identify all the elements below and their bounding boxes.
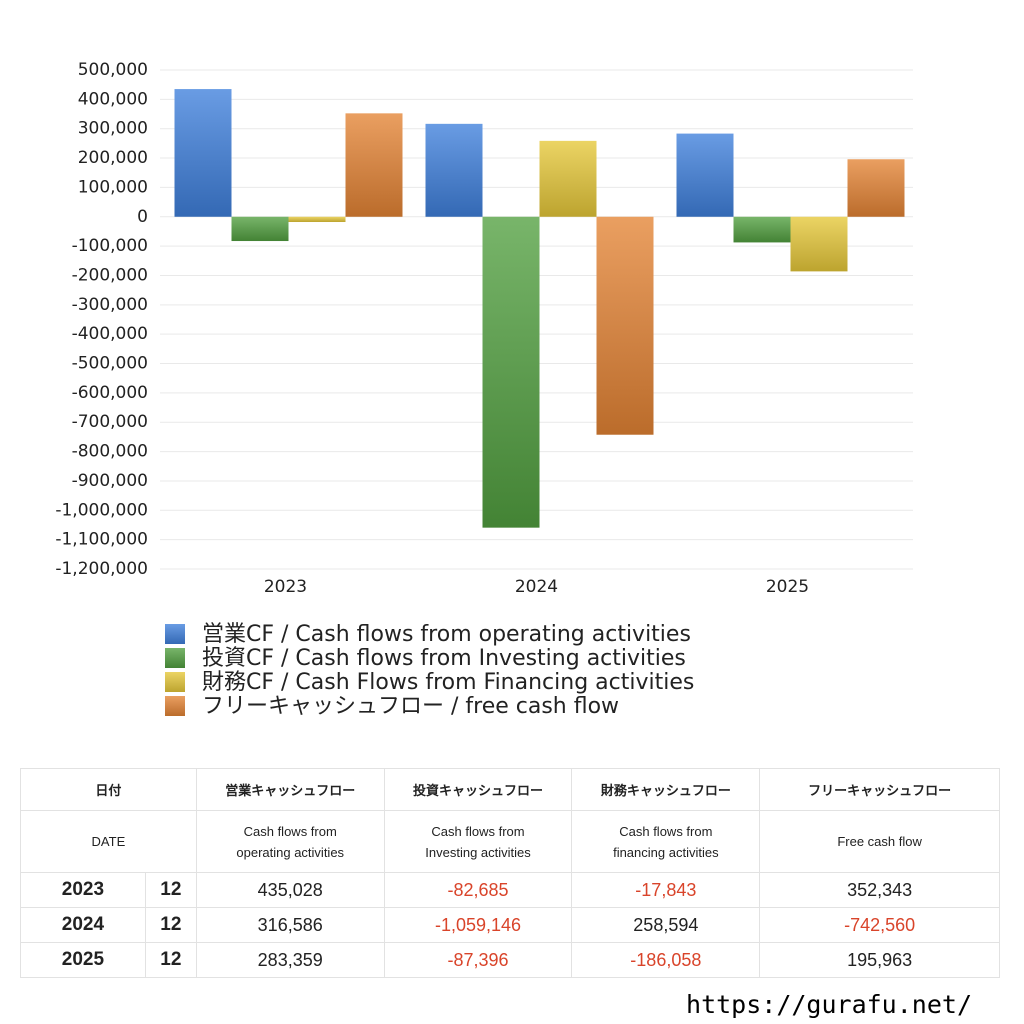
bar bbox=[539, 140, 597, 217]
data-cell: 2025 bbox=[20, 942, 146, 978]
data-cell: 316,586 bbox=[195, 907, 385, 943]
header-cell: 財務キャッシュフロー bbox=[571, 768, 761, 811]
bar bbox=[345, 113, 403, 217]
y-tick-label: -100,000 bbox=[72, 236, 148, 256]
bar bbox=[847, 159, 905, 217]
legend-label: 営業CF / Cash flows from operating activit… bbox=[202, 622, 691, 647]
data-cell: 352,343 bbox=[759, 872, 1000, 908]
data-cell: 12 bbox=[144, 907, 197, 943]
y-tick-label: -200,000 bbox=[72, 265, 148, 285]
header-line: financing activities bbox=[613, 844, 719, 860]
x-tick-label: 2024 bbox=[515, 577, 558, 597]
data-cell: -82,685 bbox=[383, 872, 573, 908]
y-tick-label: 100,000 bbox=[78, 177, 148, 197]
bar bbox=[596, 216, 654, 435]
header-cell: 投資キャッシュフロー bbox=[383, 768, 573, 811]
chart: 500,000 400,000 300,000 200,000 100,000 0 -100… bbox=[55, 60, 913, 719]
data-cell: -1,059,146 bbox=[383, 907, 573, 943]
bar bbox=[288, 216, 346, 223]
y-tick-label: -300,000 bbox=[72, 295, 148, 315]
y-tick-label: -400,000 bbox=[72, 324, 148, 344]
legend-swatch bbox=[165, 696, 185, 716]
y-tick-label: -800,000 bbox=[72, 442, 148, 462]
bar bbox=[231, 216, 289, 242]
data-cell: 2024 bbox=[20, 907, 146, 943]
header-line: Cash flows from bbox=[619, 823, 713, 839]
data-row: 2023 12 435,028 -82,685 -17,843 352,343 bbox=[20, 872, 1000, 908]
data-table: 日付 営業キャッシュフロー 投資キャッシュフロー 財務キャッシュフロー フリーキャッシュ… bbox=[20, 768, 1000, 978]
data-cell: -87,396 bbox=[383, 942, 573, 978]
data-cell: -742,560 bbox=[759, 907, 1000, 943]
y-tick-label: 400,000 bbox=[78, 89, 148, 109]
header-cell: Cash flows from Investing activities bbox=[383, 810, 573, 873]
bar bbox=[676, 133, 734, 217]
legend-swatch bbox=[165, 624, 185, 644]
header-cell: DATE bbox=[20, 810, 197, 873]
header-line: Cash flows from bbox=[243, 823, 337, 839]
y-tick-label: -1,000,000 bbox=[55, 500, 148, 520]
header-cell: 日付 bbox=[20, 768, 197, 811]
header-row: 日付 営業キャッシュフロー 投資キャッシュフロー 財務キャッシュフロー フリーキャッシュ… bbox=[20, 768, 1000, 811]
header-row: DATE Cash flows from operating activities C… bbox=[20, 810, 1000, 873]
data-cell: 283,359 bbox=[195, 942, 385, 978]
header-cell: フリーキャッシュフロー bbox=[759, 768, 1000, 811]
data-cell: 12 bbox=[144, 872, 197, 908]
data-row: 2025 12 283,359 -87,396 -186,058 195,963 bbox=[20, 942, 1000, 978]
data-cell: 258,594 bbox=[571, 907, 761, 943]
legend-label: 投資CF / Cash flows from Investing activit… bbox=[202, 646, 686, 671]
header-line: Investing activities bbox=[425, 844, 531, 860]
y-tick-label: -600,000 bbox=[72, 383, 148, 403]
data-cell: 12 bbox=[144, 942, 197, 978]
y-tick-label: -1,200,000 bbox=[55, 559, 148, 579]
header-line: Cash flows from bbox=[431, 823, 525, 839]
bar bbox=[790, 216, 848, 272]
y-tick-label: 0 bbox=[137, 207, 148, 227]
legend-label: フリーキャッシュフロー / free cash flow bbox=[202, 694, 619, 719]
header-cell: 営業キャッシュフロー bbox=[195, 768, 385, 811]
bar bbox=[425, 123, 483, 217]
y-tick-label: 200,000 bbox=[78, 148, 148, 168]
legend-swatch bbox=[165, 648, 185, 668]
y-tick-label: -700,000 bbox=[72, 412, 148, 432]
header-cell: Cash flows from financing activities bbox=[571, 810, 761, 873]
x-tick-label: 2023 bbox=[264, 577, 307, 597]
header-cell: Free cash flow bbox=[759, 810, 1000, 873]
legend-swatch bbox=[165, 672, 185, 692]
data-cell: 2023 bbox=[20, 872, 146, 908]
x-tick-label: 2025 bbox=[766, 577, 809, 597]
bar bbox=[482, 216, 540, 528]
bar bbox=[733, 216, 791, 243]
header-line: Free cash flow bbox=[837, 834, 922, 849]
header-line: DATE bbox=[91, 834, 126, 849]
data-cell: -186,058 bbox=[571, 942, 761, 978]
y-tick-label: -1,100,000 bbox=[55, 530, 148, 550]
bar bbox=[174, 89, 232, 217]
footer-url: https://gurafu.net/ bbox=[686, 990, 972, 1019]
y-tick-label: 300,000 bbox=[78, 119, 148, 139]
data-cell: 435,028 bbox=[195, 872, 385, 908]
header-cell: Cash flows from operating activities bbox=[195, 810, 385, 873]
data-row: 2024 12 316,586 -1,059,146 258,594 -742,560 bbox=[20, 907, 1000, 943]
data-cell: -17,843 bbox=[571, 872, 761, 908]
y-tick-label: 500,000 bbox=[78, 60, 148, 80]
legend-label: 財務CF / Cash Flows from Financing activit… bbox=[202, 670, 694, 695]
data-cell: 195,963 bbox=[759, 942, 1000, 978]
y-tick-label: -500,000 bbox=[72, 354, 148, 374]
y-tick-label: -900,000 bbox=[72, 471, 148, 491]
header-line: operating activities bbox=[236, 844, 345, 860]
